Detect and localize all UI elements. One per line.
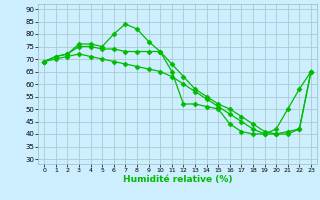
X-axis label: Humidité relative (%): Humidité relative (%) (123, 175, 232, 184)
